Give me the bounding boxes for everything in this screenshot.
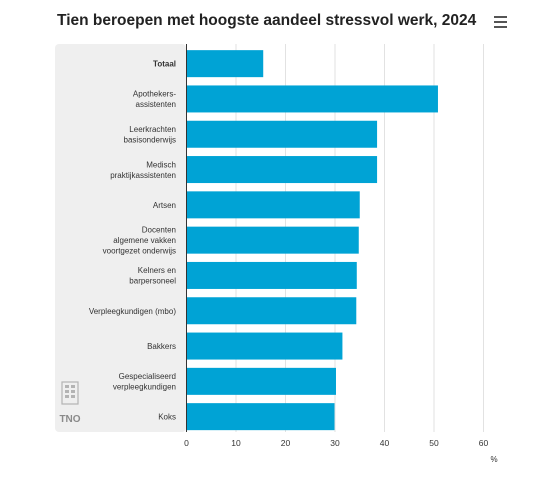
category-label-line: Medisch — [146, 160, 176, 169]
category-label: Gespecialiseerd verpleegkundigen — [113, 372, 176, 392]
bar — [186, 332, 343, 360]
category-label-line: Apothekers- — [133, 90, 176, 99]
category-label-line: Artsen — [153, 201, 176, 210]
x-tick-label: 50 — [429, 438, 439, 448]
hamburger-menu-icon[interactable] — [492, 16, 510, 34]
category-label-line: Bakkers — [147, 342, 176, 351]
bar — [186, 156, 378, 184]
category-label-line: barpersoneel — [129, 277, 176, 286]
chart-title: Tien beroepen met hoogste aandeel stress… — [57, 12, 477, 29]
category-label-line: Verpleegkundigen (mbo) — [89, 307, 177, 316]
tno-logo: TNO — [59, 381, 81, 425]
x-tick-label: 20 — [281, 438, 291, 448]
x-axis-unit-label: % — [490, 455, 497, 464]
bar — [186, 226, 359, 254]
category-label: Totaal — [153, 60, 176, 69]
category-label: Leerkrachten basisonderwijs — [124, 125, 176, 145]
category-label-line: Kelners en — [138, 266, 176, 275]
category-label-line: basisonderwijs — [124, 136, 176, 145]
x-axis-ticks: 0 10 20 30 40 50 60 — [184, 438, 488, 448]
category-label: Verpleegkundigen (mbo) — [89, 307, 177, 316]
bar — [186, 297, 357, 325]
category-label: Koks — [158, 413, 176, 422]
category-label-line: Totaal — [153, 60, 176, 69]
category-label: Kelners en barpersoneel — [129, 266, 176, 286]
category-label-line: Gespecialiseerd — [119, 372, 176, 381]
x-tick-label: 30 — [330, 438, 340, 448]
category-labels: Totaal Apothekers-assistenten Leerkrachten… — [89, 60, 177, 422]
bar — [186, 120, 378, 148]
bar — [186, 261, 357, 289]
bars — [186, 50, 438, 431]
category-label-line: Leerkrachten — [129, 125, 176, 134]
x-tick-label: 40 — [380, 438, 390, 448]
category-label-panel — [55, 44, 186, 432]
bar — [186, 85, 438, 113]
category-label-line: Docenten — [142, 226, 176, 235]
logo-text: TNO — [59, 414, 80, 425]
bar — [186, 403, 335, 431]
category-label-line: verpleegkundigen — [113, 383, 176, 392]
category-label: Artsen — [153, 201, 176, 210]
category-label-line: assistenten — [136, 100, 176, 109]
category-label: Docenten algemene vakken voortgezet onderw… — [103, 226, 176, 256]
bar — [186, 191, 360, 219]
category-label: Bakkers — [147, 342, 176, 351]
bar — [186, 367, 336, 395]
building-icon — [61, 381, 79, 405]
category-label-line: Koks — [158, 413, 176, 422]
category-label: Medisch praktijkassistenten — [110, 160, 176, 180]
category-label-line: voortgezet onderwijs — [103, 247, 176, 256]
bar — [186, 50, 264, 78]
category-label: Apothekers-assistenten — [133, 90, 176, 110]
x-tick-label: 60 — [479, 438, 489, 448]
category-label-line: algemene vakken — [113, 236, 176, 245]
x-tick-label: 0 — [184, 438, 189, 448]
category-label-line: praktijkassistenten — [110, 171, 176, 180]
x-tick-label: 10 — [231, 438, 241, 448]
